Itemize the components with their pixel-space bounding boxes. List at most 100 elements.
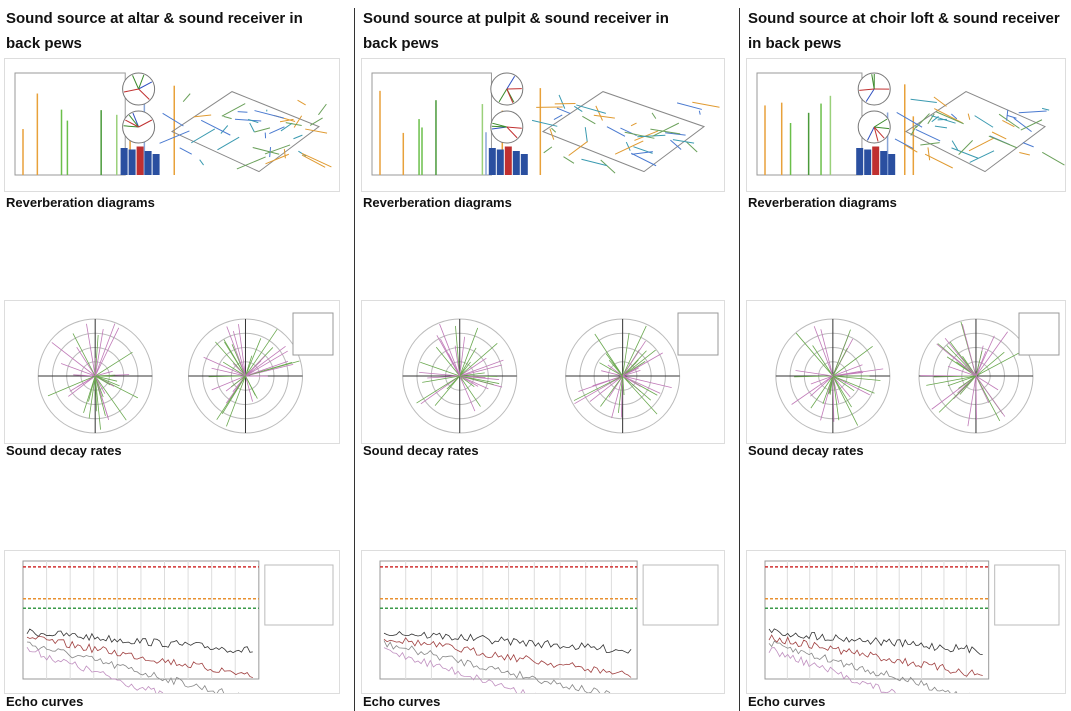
- ray-path: [238, 112, 248, 113]
- ray-path: [183, 94, 190, 102]
- column-heading: Sound source at altar & sound receiver i…: [6, 6, 324, 56]
- page: Sound source at altar & sound receiver i…: [0, 0, 1071, 711]
- figure: [361, 550, 725, 694]
- decay-ray: [48, 376, 95, 396]
- legend-box: [293, 313, 333, 355]
- spectrum-bar: [497, 150, 504, 176]
- ray-path: [911, 99, 937, 102]
- ray-path: [968, 114, 970, 120]
- column: Sound source at pulpit & sound receiver …: [357, 0, 727, 711]
- spectrum-bar: [489, 148, 496, 175]
- ray-path: [686, 142, 697, 152]
- ray-path: [180, 148, 192, 154]
- ray-path: [298, 100, 306, 105]
- spectrum-bar: [513, 151, 520, 175]
- ray-path: [631, 123, 637, 126]
- spectrum-bar: [856, 148, 863, 175]
- ray-path: [544, 147, 552, 153]
- ray-path: [255, 111, 284, 119]
- ray-path: [699, 111, 700, 115]
- ray-path: [1019, 153, 1030, 156]
- ray-path: [1007, 110, 1008, 121]
- spectrum-bar: [521, 154, 528, 175]
- plot-frame: [372, 73, 491, 175]
- ray-path: [265, 145, 290, 154]
- ray-path: [557, 108, 570, 113]
- legend-box: [678, 313, 718, 355]
- room-model: [172, 92, 319, 172]
- spectrum-bar: [880, 151, 887, 175]
- ray-path: [223, 116, 231, 118]
- spectrum-bar: [129, 150, 136, 176]
- decay-ray: [976, 376, 1005, 417]
- decay-ray: [623, 376, 661, 393]
- decay-ray: [222, 376, 245, 414]
- ray-path: [1042, 108, 1049, 110]
- column-divider: [739, 8, 740, 711]
- decay-ray: [792, 376, 833, 404]
- ray-path: [281, 123, 292, 131]
- figure: [4, 58, 340, 192]
- spectrum-bar: [864, 150, 871, 176]
- ray-path: [934, 97, 947, 106]
- figure: [4, 300, 340, 444]
- ray-path: [1023, 143, 1034, 147]
- ray-path: [250, 123, 255, 132]
- panel-caption: Reverberation diagrams: [748, 195, 897, 210]
- ray-path: [551, 128, 555, 132]
- ray-path: [936, 112, 963, 124]
- panel-caption: Reverberation diagrams: [6, 195, 155, 210]
- panel-caption: Sound decay rates: [748, 443, 864, 458]
- panel-caption: Sound decay rates: [6, 443, 122, 458]
- column: Sound source at altar & sound receiver i…: [0, 0, 342, 711]
- figure: [746, 550, 1066, 694]
- ray-path: [920, 143, 939, 145]
- figure: [361, 300, 725, 444]
- ray-path: [576, 105, 606, 113]
- ray-path: [615, 141, 643, 154]
- ray-path: [626, 142, 630, 151]
- decay-ray: [440, 324, 460, 376]
- spectrum-bar: [137, 147, 144, 176]
- figure: [361, 58, 725, 192]
- figure: [746, 58, 1066, 192]
- plot-frame: [757, 73, 862, 175]
- ray-path: [959, 140, 973, 154]
- ray-path: [1007, 115, 1016, 118]
- ray-path: [925, 154, 953, 168]
- ray-path: [596, 106, 603, 121]
- panel-caption: Echo curves: [363, 694, 440, 709]
- ray-path: [1021, 120, 1042, 130]
- decay-ray: [976, 376, 1000, 421]
- ray-path: [302, 153, 332, 167]
- ray-path: [652, 113, 656, 119]
- figure: [4, 550, 340, 694]
- ray-path: [222, 104, 245, 117]
- spectrum-bar: [145, 151, 152, 175]
- plot-frame: [15, 73, 125, 175]
- ray-path: [935, 126, 947, 128]
- legend-box: [643, 565, 718, 625]
- ray-path: [601, 160, 615, 173]
- ray-path: [293, 135, 302, 139]
- legend-box: [265, 565, 333, 625]
- decay-ray: [623, 341, 646, 376]
- panel-caption: Echo curves: [748, 694, 825, 709]
- ray-path: [905, 145, 917, 152]
- ray-path: [1042, 152, 1064, 165]
- figure: [746, 300, 1066, 444]
- ray-path: [938, 119, 947, 120]
- ray-path: [928, 147, 930, 160]
- ray-path: [284, 149, 285, 158]
- column: Sound source at choir loft & sound recei…: [742, 0, 1068, 711]
- decay-ray: [95, 324, 115, 376]
- spectrum-bar: [505, 147, 512, 176]
- ray-path: [916, 114, 929, 128]
- ray-path: [632, 152, 653, 155]
- ray-path: [255, 128, 270, 132]
- spectrum-bar: [121, 148, 128, 175]
- ray-path: [585, 127, 587, 142]
- ray-path: [532, 120, 557, 126]
- panel-caption: Sound decay rates: [363, 443, 479, 458]
- ray-path: [975, 116, 993, 128]
